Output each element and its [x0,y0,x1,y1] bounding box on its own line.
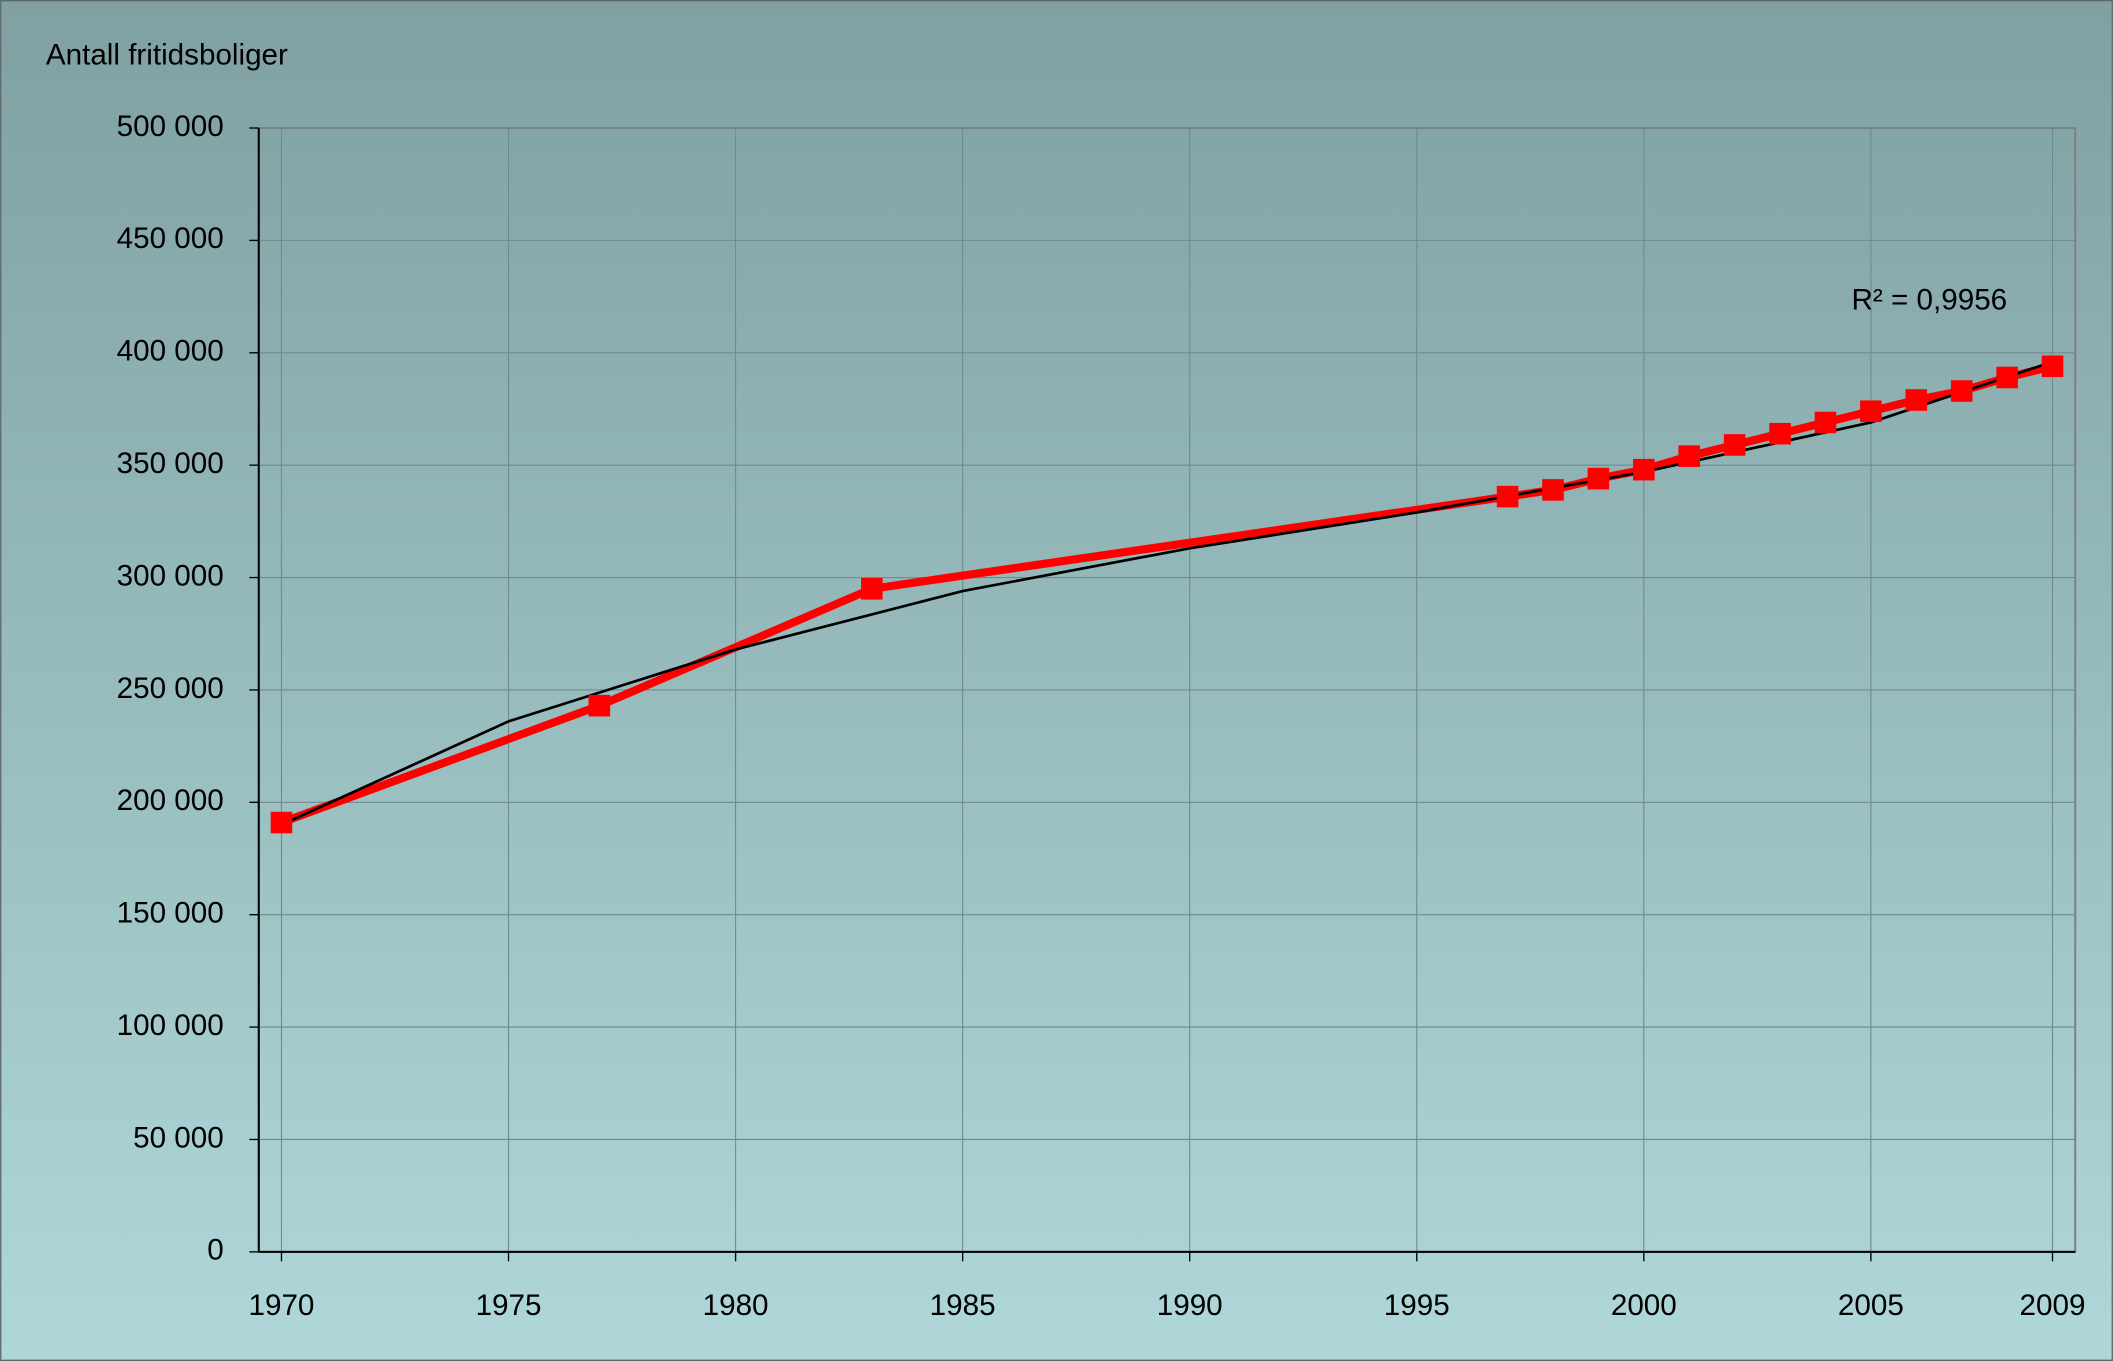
data-point [1950,380,1973,402]
x-tick-label: 2005 [1838,1289,1904,1322]
x-tick-label: 2000 [1611,1289,1677,1322]
data-point [1542,479,1564,501]
y-tick-label: 150 000 [117,897,224,930]
x-tick-label: 1980 [703,1289,769,1322]
trendline [280,360,2053,827]
data-point [270,811,293,834]
data-point [2041,355,2064,378]
data-point [1496,485,1519,508]
data-point [1769,422,1791,445]
y-tick-label: 100 000 [117,1009,224,1042]
x-tick-label: 1985 [930,1289,996,1322]
data-point [1814,411,1837,434]
data-point [1905,389,1928,411]
y-tick-label: 450 000 [117,222,224,255]
y-tick-label: 0 [207,1234,223,1267]
y-tick-label: 350 000 [117,447,224,480]
chart-title: Antall fritidsboliger [46,38,288,71]
x-tick-label: 1995 [1384,1289,1450,1322]
x-tick-label: 1970 [249,1289,315,1322]
data-point [588,694,611,717]
data-point [1860,400,1882,423]
y-tick-label: 500 000 [117,110,224,143]
y-tick-label: 300 000 [117,559,224,592]
x-tick-label: 2009 [2020,1289,2086,1322]
data-point [1633,458,1655,481]
y-tick-label: 250 000 [117,672,224,705]
data-point [1587,467,1610,490]
r-squared-label: R² = 0,9956 [1852,284,2008,317]
x-tick-label: 1990 [1157,1289,1223,1322]
x-tick-label: 1975 [476,1289,542,1322]
data-point [1678,445,1701,467]
data-point [1996,366,2018,389]
y-tick-label: 50 000 [133,1121,224,1154]
y-tick-label: 400 000 [117,335,224,368]
data-point [861,578,883,600]
data-line [280,362,2054,827]
data-point [1723,434,1746,456]
y-tick-label: 200 000 [117,784,224,817]
